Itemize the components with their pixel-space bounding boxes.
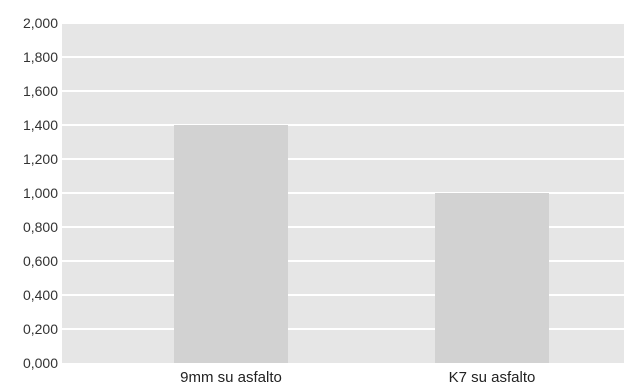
y-tick-label: 1,200 xyxy=(23,151,58,167)
y-tick-label: 0,200 xyxy=(23,321,58,337)
y-tick-label: 1,600 xyxy=(23,83,58,99)
gridlines xyxy=(62,22,624,330)
x-category-label: 9mm su asfalto xyxy=(180,369,282,386)
y-tick-label: 2,000 xyxy=(23,15,58,31)
y-tick-label: 0,800 xyxy=(23,219,58,235)
y-axis-tick-labels: 0,000 0,200 0,400 0,600 0,800 1,000 1,200 1,400… xyxy=(23,15,58,371)
y-tick-label: 0,600 xyxy=(23,253,58,269)
y-tick-label: 1,400 xyxy=(23,117,58,133)
y-tick-label: 1,800 xyxy=(23,49,58,65)
y-tick-label: 0,400 xyxy=(23,287,58,303)
x-category-label: K7 su asfalto xyxy=(449,369,536,386)
y-tick-label: 0,000 xyxy=(23,355,58,371)
bar xyxy=(174,125,288,363)
y-tick-label: 1,000 xyxy=(23,185,58,201)
bar xyxy=(435,193,549,363)
bars xyxy=(174,125,549,363)
x-axis-category-labels: 9mm su asfalto K7 su asfalto xyxy=(180,369,535,386)
